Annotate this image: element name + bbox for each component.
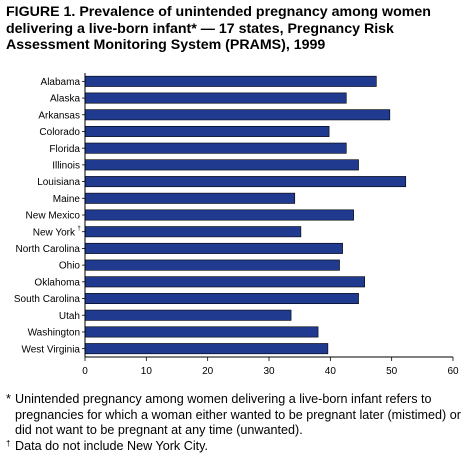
footnote-2-text: Data do not include New York City. [15,438,208,453]
bar-2 [84,109,391,121]
bar-5 [84,159,359,171]
chart-title: FIGURE 1. Prevalence of unintended pregn… [6,4,431,53]
bar-14 [84,309,292,321]
category-label-13: South Carolina [14,294,81,305]
category-label-4: Florida [49,144,80,155]
footnote-2: † Data do not include New York City. [6,439,468,455]
footnote-1-text: Unintended pregnancy among women deliver… [15,392,461,437]
bar-15 [84,326,319,338]
x-tick-label-6: 60 [447,366,459,377]
bar-chart: Alabama Alaska Arkansas Colorado Florida Illi… [14,73,459,377]
bar-7 [84,192,296,204]
bar-4 [84,142,347,154]
bar-1 [84,92,347,104]
category-label-16: West Virginia [21,344,80,355]
category-label-5: Illinois [52,160,80,171]
bar-12 [84,276,365,288]
category-label-0: Alabama [41,77,81,88]
category-label-8: New Mexico [26,211,81,222]
x-tick-label-5: 50 [386,366,398,377]
category-label-11: Ohio [59,261,81,272]
category-label-6: Louisiana [37,177,80,188]
bar-16 [84,343,329,355]
x-tick-label-2: 20 [202,366,214,377]
category-label-12: Oklahoma [34,277,80,288]
x-tick-label-0: 0 [82,366,88,377]
bar-0 [84,75,377,87]
footnote-2-mark: † [6,438,11,448]
category-label-7: Maine [53,194,81,205]
bar-11 [84,259,340,271]
footnote-1: * Unintended pregnancy among women deliv… [6,392,468,439]
category-label-2: Arkansas [38,110,80,121]
category-label-1: Alaska [50,94,80,105]
footnote-1-mark: * [6,392,11,406]
bar-8 [84,209,354,221]
bar-9 [84,226,302,238]
bar-3 [84,125,330,137]
bar-6 [84,176,407,188]
x-tick-label-3: 30 [263,366,275,377]
footnotes: * Unintended pregnancy among women deliv… [6,392,468,454]
category-mark-9: † [77,225,81,232]
x-tick-label-4: 40 [325,366,337,377]
category-label-10: North Carolina [16,244,81,255]
category-label-3: Colorado [39,127,80,138]
bar-13 [84,293,359,305]
category-label-9: New York [33,227,76,238]
x-tick-label-1: 10 [141,366,153,377]
category-label-14: Utah [59,311,80,322]
bar-10 [84,242,343,254]
category-label-15: Washington [28,328,80,339]
